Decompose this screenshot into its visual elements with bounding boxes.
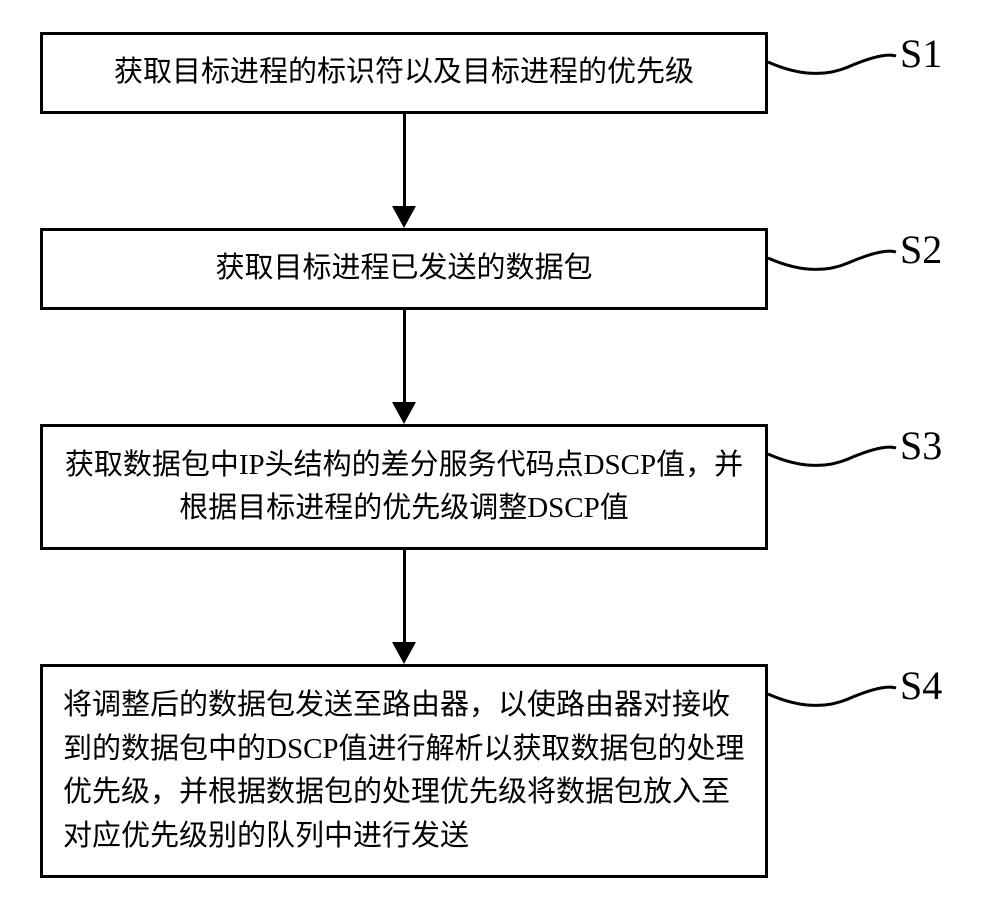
- arrow-3-line: [403, 550, 406, 642]
- step-s3-label: S3: [900, 422, 942, 469]
- step-s2-text: 获取目标进程已发送的数据包: [215, 247, 592, 291]
- step-s2-box: 获取目标进程已发送的数据包: [40, 228, 768, 310]
- arrow-1-line: [403, 114, 406, 206]
- step-s1-label: S1: [900, 30, 942, 77]
- step-s1-text: 获取目标进程的标识符以及目标进程的优先级: [114, 51, 694, 95]
- step-s2-label: S2: [900, 226, 942, 273]
- arrow-2-line: [403, 310, 406, 402]
- arrow-2-head: [392, 402, 416, 424]
- step-s1-box: 获取目标进程的标识符以及目标进程的优先级: [40, 32, 768, 114]
- step-s4-box: 将调整后的数据包发送至路由器，以使路由器对接收到的数据包中的DSCP值进行解析以…: [40, 664, 768, 878]
- flowchart-canvas: 获取目标进程的标识符以及目标进程的优先级 S1 获取目标进程已发送的数据包 S2…: [0, 0, 1000, 919]
- step-s1-connector: [768, 32, 908, 92]
- step-s3-box: 获取数据包中IP头结构的差分服务代码点DSCP值，并根据目标进程的优先级调整DS…: [40, 424, 768, 550]
- arrow-1-head: [392, 206, 416, 228]
- arrow-3-head: [392, 642, 416, 664]
- step-s3-text: 获取数据包中IP头结构的差分服务代码点DSCP值，并根据目标进程的优先级调整DS…: [63, 444, 745, 531]
- step-s4-text: 将调整后的数据包发送至路由器，以使路由器对接收到的数据包中的DSCP值进行解析以…: [63, 684, 745, 858]
- step-s3-connector: [768, 424, 908, 484]
- step-s4-label: S4: [900, 662, 942, 709]
- step-s4-connector: [768, 664, 908, 724]
- step-s2-connector: [768, 228, 908, 288]
